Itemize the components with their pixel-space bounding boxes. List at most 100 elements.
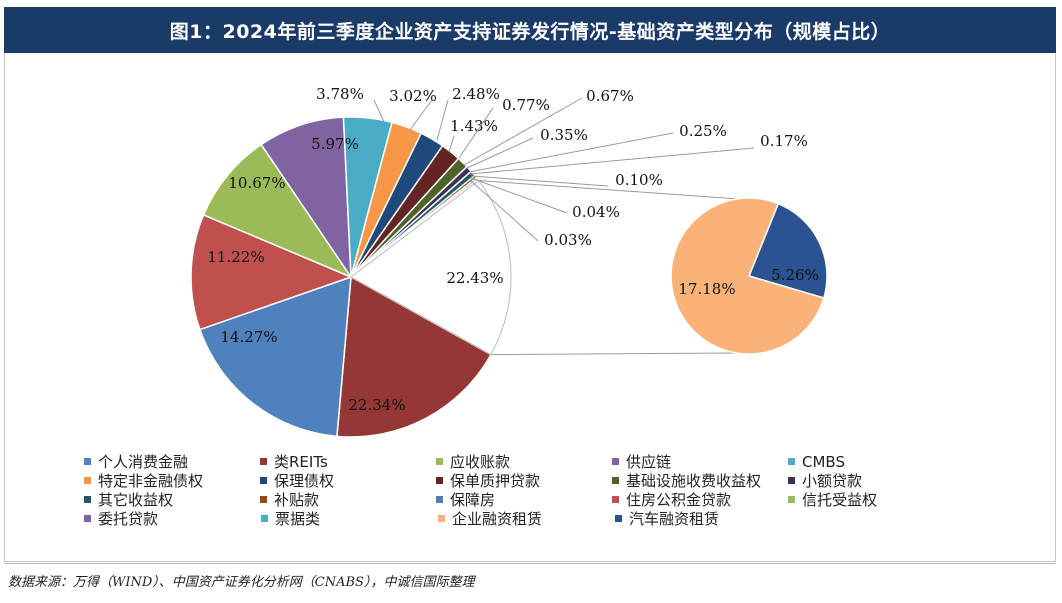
legend-row: 其它收益权 补贴款 保障房 住房公积金贷款 信托受益权 [84,490,964,509]
data-label-outside-7: 0.35% [540,126,588,144]
legend-swatch [84,496,91,503]
legend-label: 汽车融资租赁 [629,510,720,528]
legend-label: 票据类 [275,510,321,528]
data-label-outside-8: 0.25% [679,122,727,140]
divider [4,563,1056,564]
leader-line-8 [468,132,674,173]
leader-line-7 [466,137,534,169]
data-label-outside-1: 3.78% [316,85,364,103]
legend-label: 特定非金融债权 [98,472,204,490]
legend-label: 住房公积金贷款 [626,491,732,509]
leader-line-3 [436,99,449,141]
legend-swatch [260,496,267,503]
legend-swatch [84,477,91,484]
legend-item: 委托贷款 [84,508,261,529]
leader-line-5 [458,107,494,159]
pie-slice-5 [260,116,352,280]
legend-item: 票据类 [261,508,438,529]
pie-slice-3 [190,213,354,331]
leader-line-12 [469,179,539,242]
leader-line-2 [409,99,433,131]
legend-swatch [615,515,622,522]
connector-bottom [490,352,740,356]
legend-item: 保障房 [436,489,612,510]
legend-swatch [84,458,91,465]
main-pie [190,116,512,438]
legend-swatch [438,515,445,522]
legend-swatch [788,477,795,484]
legend-swatch [84,515,91,522]
legend-label: 类REITs [274,453,328,471]
legend-item: 汽车融资租赁 [615,508,792,529]
leader-line-9 [469,147,755,175]
legend-label: 补贴款 [274,491,320,509]
legend-row: 个人消费金融 类REITs 应收账款 供应链 CMBS [84,452,964,471]
legend-label: 其它收益权 [98,491,174,509]
leader-line-4 [448,135,455,153]
legend-label: 保障房 [450,491,496,509]
data-label-outside-10: 0.10% [615,171,663,189]
leader-line-11 [470,177,568,214]
pie-slice-4 [202,143,354,279]
legend-item: 基础设施收费收益权 [612,470,788,491]
legend-label: 应收账款 [450,453,511,471]
data-label-outside-3: 2.48% [452,85,500,103]
legend-swatch [612,458,619,465]
legend-swatch [612,496,619,503]
leader-line-1 [373,99,385,123]
data-label-outside-5: 0.77% [502,96,550,114]
pie-slice-other [350,179,512,356]
connector-top [478,180,740,200]
data-label-inside-1: 22.43% [446,269,503,287]
legend-item: 住房公积金贷款 [612,489,788,510]
legend-item: 小额贷款 [788,470,964,491]
legend-label: 小额贷款 [802,472,863,490]
legend-swatch [436,458,443,465]
legend-swatch [261,515,268,522]
legend-item: 其它收益权 [84,489,260,510]
legend-label: 企业融资租赁 [452,510,543,528]
chart-title: 图1：2024年前三季度企业资产支持证券发行情况-基础资产类型分布（规模占比） [4,7,1056,53]
legend-item: CMBS [788,453,964,471]
secondary-slice-2 [670,197,825,355]
legend-row: 委托贷款 票据类 企业融资租赁 汽车融资租赁 [84,509,964,528]
data-label-outside-11: 0.04% [572,203,620,221]
legend-swatch [612,477,619,484]
legend-swatch [260,477,267,484]
legend-label: 个人消费金融 [98,453,189,471]
legend-label: 保理债权 [274,472,335,490]
chart-legend: 个人消费金融 类REITs 应收账款 供应链 CMBS 特定非金融债权 保理债权 保单质押贷款… [84,452,964,528]
pie-slice-1 [336,275,492,438]
pie-chart: 22.43% 22.34% 14.27% 11.22% 10.67% 5.97% 3.78%… [190,85,828,438]
legend-swatch [260,458,267,465]
secondary-pie [670,197,828,355]
data-label-inside-3: 14.27% [220,328,277,346]
secondary-label-2: 5.26% [771,266,819,284]
legend-item: 类REITs [260,451,436,472]
data-label-inside-2: 22.34% [348,396,405,414]
data-label-outside-6: 0.67% [586,87,634,105]
source-note: 数据来源：万得（WIND）、中国资产证券化分析网（CNABS），中诚信国际整理 [8,575,475,590]
data-label-inside-5: 10.67% [228,174,285,192]
legend-swatch [436,496,443,503]
legend-label: 委托贷款 [98,510,159,528]
legend-swatch [436,477,443,484]
legend-label: 供应链 [626,453,672,471]
legend-label: CMBS [802,452,845,471]
data-label-outside-9: 0.17% [760,132,808,150]
legend-item: 信托受益权 [788,489,964,510]
data-label-outside-12: 0.03% [544,231,592,249]
legend-item: 补贴款 [260,489,436,510]
leader-line-6 [463,97,583,166]
secondary-label-1: 17.18% [678,280,735,298]
legend-item: 供应链 [612,451,788,472]
chart-frame [4,53,1056,562]
secondary-slice-1 [747,202,828,299]
data-label-outside-4: 1.43% [450,117,498,135]
data-label-inside-4: 11.22% [207,248,264,266]
legend-item: 企业融资租赁 [438,508,615,529]
legend-label: 基础设施收费收益权 [626,472,762,490]
legend-swatch [788,496,795,503]
legend-swatch [788,458,795,465]
data-label-inside-6: 5.97% [311,135,359,153]
